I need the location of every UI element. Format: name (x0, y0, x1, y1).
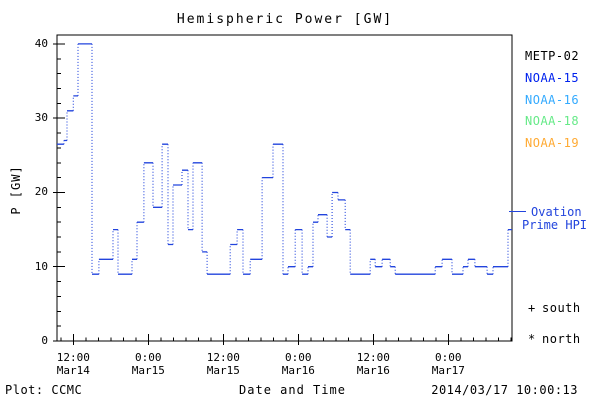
y-tick-label: 0 (41, 334, 48, 347)
hpi-step-line-verticals (63, 43, 509, 275)
x-tick-label: 0:00 Mar15 (131, 351, 165, 377)
hpi-step-line (57, 43, 512, 275)
legend-item-noaa-18: NOAA-18 (525, 114, 580, 128)
north-label: north (542, 332, 581, 346)
x-tick-label: 12:00 Mar14 (56, 351, 90, 377)
x-tick-label: 0:00 Mar16 (281, 351, 315, 377)
x-tick-label: 0:00 Mar17 (431, 351, 465, 377)
legend-item-noaa-15: NOAA-15 (525, 71, 580, 85)
legend-item-south: + south (528, 301, 581, 315)
legend-item-metp-02: METP-02 (525, 49, 580, 63)
legend-item-ovation-prime-hpi: Ovation Prime HPI (509, 206, 587, 232)
legend-item-noaa-19: NOAA-19 (525, 136, 580, 150)
y-tick-label: 20 (34, 185, 48, 199)
asterisk-marker-icon: * (528, 332, 536, 346)
south-label: south (542, 301, 581, 315)
ovation-label-line1: Ovation (531, 205, 582, 219)
y-tick-label: 40 (34, 36, 48, 50)
line-sample-icon (509, 211, 526, 212)
chart-title: Hemispheric Power [GW] (176, 12, 394, 27)
y-tick-label: 30 (34, 111, 48, 125)
plot-frame (56, 34, 513, 342)
legend-item-north: * north (528, 332, 581, 346)
plot-credit: Plot: CCMC (5, 383, 83, 397)
ovation-label-line2: Prime HPI (522, 218, 588, 232)
generation-timestamp: 2014/03/17 10:00:13 (431, 383, 578, 397)
plus-marker-icon: + (528, 301, 536, 315)
x-tick-label: 12:00 Mar15 (206, 351, 240, 377)
x-tick-label: 12:00 Mar16 (356, 351, 390, 377)
legend-item-noaa-16: NOAA-16 (525, 93, 580, 107)
x-axis-label: Date and Time (239, 383, 346, 397)
y-tick-label: 10 (34, 259, 48, 273)
